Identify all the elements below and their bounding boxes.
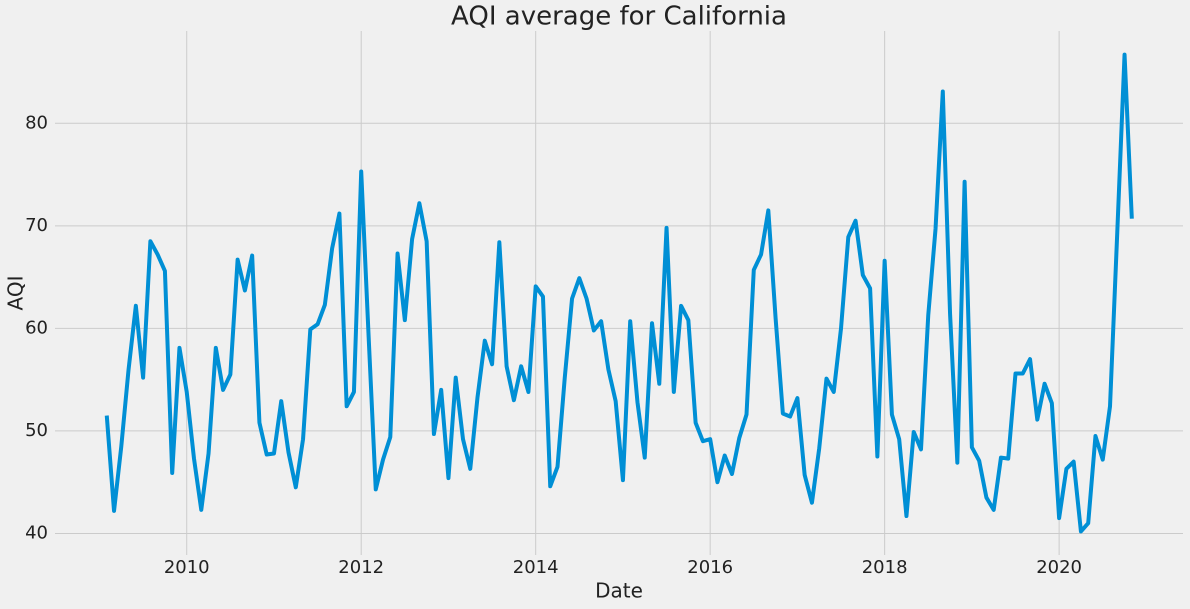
x-axis-label: Date [595, 579, 643, 603]
y-tick-label: 70 [25, 215, 48, 236]
x-tick-label: 2016 [687, 557, 733, 578]
x-tick-label: 2020 [1036, 557, 1082, 578]
chart-title: AQI average for California [451, 2, 787, 32]
y-axis-label: AQI [4, 276, 28, 311]
data-line [104, 52, 1134, 534]
y-tick-label: 50 [25, 420, 48, 441]
y-tick-label: 80 [25, 112, 48, 133]
x-tick-label: 2010 [164, 557, 210, 578]
y-tick-label: 40 [25, 522, 48, 543]
x-tick-label: 2012 [338, 557, 384, 578]
x-tick-label: 2014 [513, 557, 559, 578]
y-tick-label: 60 [25, 317, 48, 338]
x-tick-label: 2018 [862, 557, 908, 578]
